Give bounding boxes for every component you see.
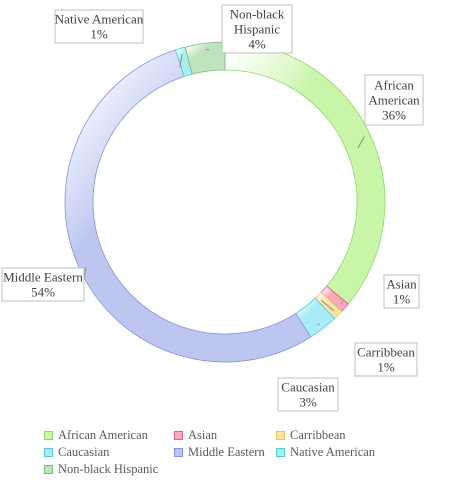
- data-label-african-american: African: [374, 78, 414, 93]
- data-label-native-american: Native American: [55, 12, 144, 27]
- data-label-african-american: American: [368, 93, 420, 108]
- data-label-carribbean: 1%: [377, 360, 395, 375]
- legend-label: Carribbean: [290, 428, 346, 442]
- legend-label: Middle Eastern: [188, 445, 265, 459]
- callout-box-non-black-hispanic: [221, 4, 293, 54]
- legend-item-african-american: African American: [44, 428, 148, 443]
- leader-line-african-american: [357, 136, 365, 149]
- legend-item-non-black-hispanic: Non-black Hispanic: [44, 462, 158, 477]
- doughnut-chart: AfricanAmerican36%Asian1%Carribbean1%Cau…: [1, 4, 424, 412]
- legend-item-native-american: Native American: [276, 445, 375, 460]
- slice-non-black-hispanic: [184, 41, 226, 75]
- data-label-middle-eastern: 54%: [31, 285, 55, 300]
- data-label-carribbean: Carribbean: [357, 345, 415, 360]
- data-label-caucasian: Caucasian: [281, 380, 335, 395]
- data-label-caucasian: 3%: [299, 395, 317, 410]
- callout-box-carribbean: [354, 342, 418, 377]
- data-label-african-american: 36%: [382, 108, 406, 123]
- legend-swatch: [44, 448, 53, 457]
- legend-label: Native American: [290, 445, 376, 459]
- legend-swatch: [174, 431, 183, 440]
- legend-item-caucasian: Caucasian: [44, 445, 109, 460]
- callout-box-african-american: [364, 74, 424, 126]
- data-label-middle-eastern: Middle Eastern: [3, 270, 83, 285]
- data-label-asian: Asian: [386, 277, 417, 292]
- leader-line-non-black-hispanic: [205, 48, 210, 51]
- legend-swatch: [44, 431, 53, 440]
- callout-box-middle-eastern: [1, 267, 85, 302]
- data-label-non-black-hispanic: Non-black: [230, 7, 285, 22]
- legend-swatch: [44, 465, 53, 474]
- data-label-asian: 1%: [393, 292, 411, 307]
- leader-line-asian: [340, 301, 344, 305]
- leader-line-carribbean: [320, 299, 335, 312]
- legend-label: Caucasian: [58, 445, 110, 459]
- callout-box-native-american: [54, 9, 144, 44]
- slice-african-american: [224, 41, 386, 305]
- legend-item-carribbean: Carribbean: [276, 428, 346, 443]
- data-label-native-american: 1%: [90, 27, 108, 42]
- legend-label: African American: [58, 428, 148, 442]
- slice-middle-eastern: [64, 49, 312, 363]
- callout-box-asian: [383, 274, 420, 309]
- data-label-non-black-hispanic: Hispanic: [234, 22, 280, 37]
- legend-label: Non-black Hispanic: [58, 462, 159, 476]
- data-label-non-black-hispanic: 4%: [248, 37, 266, 52]
- legend-item-asian: Asian: [174, 428, 217, 443]
- leader-line-native-american: [179, 54, 183, 68]
- leader-line-caucasian: [317, 323, 320, 326]
- callout-box-caucasian: [277, 377, 339, 412]
- legend-swatch: [174, 448, 183, 457]
- legend-swatch: [276, 431, 285, 440]
- legend-label: Asian: [188, 428, 218, 442]
- legend-swatch: [276, 448, 285, 457]
- legend-item-middle-eastern: Middle Eastern: [174, 445, 265, 460]
